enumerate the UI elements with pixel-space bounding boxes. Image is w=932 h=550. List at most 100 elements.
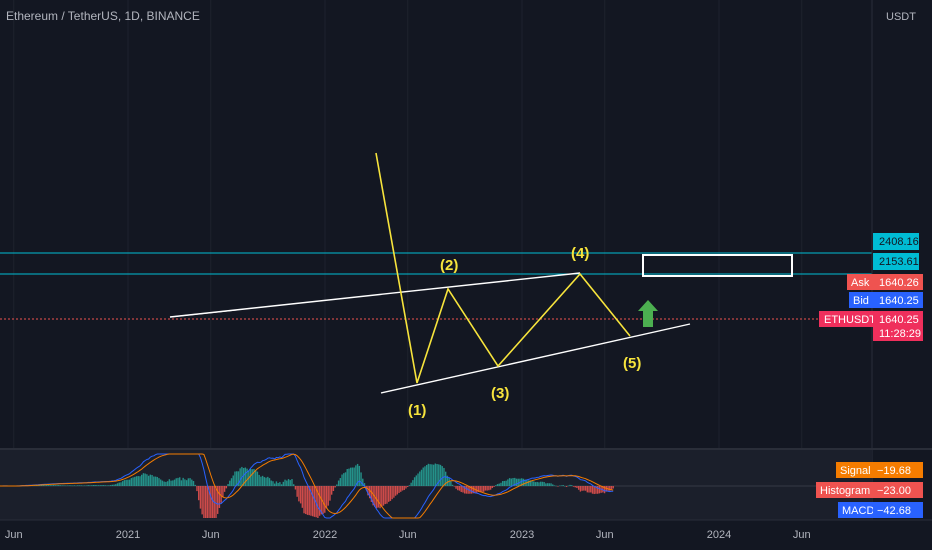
histogram-bar [44, 485, 46, 486]
histogram-bar [222, 486, 224, 497]
histogram-bar [505, 480, 507, 486]
histogram-bar [602, 486, 604, 493]
histogram-bar [384, 486, 386, 505]
histogram-bar [286, 480, 288, 486]
ask-value-bg [873, 274, 923, 290]
histogram-bar [419, 471, 421, 486]
histogram-bar [215, 486, 217, 518]
histogram-bar [294, 486, 297, 490]
time-tick-7: 2024 [707, 529, 731, 541]
histogram-bar [194, 484, 196, 486]
histogram-bar [165, 481, 167, 486]
bid-name-bg [849, 292, 873, 308]
histogram-bar [543, 482, 545, 486]
histogram-bar [258, 474, 260, 486]
histogram-bar [253, 468, 255, 486]
histogram-bar [410, 482, 412, 486]
histogram-bar [54, 485, 57, 486]
histogram-bar [111, 484, 114, 486]
histogram-bar [363, 483, 366, 486]
histogram-bar [337, 480, 340, 486]
histogram-bar [120, 482, 122, 486]
histogram-bar [273, 483, 276, 486]
histogram-bar [97, 485, 100, 486]
histogram-bar [344, 472, 347, 486]
histogram-bar [234, 471, 236, 486]
histogram-bar [175, 478, 177, 486]
histogram-bar [396, 486, 399, 495]
histogram-bar [241, 466, 243, 486]
histogram-bar [571, 485, 573, 486]
lower-trendline[interactable] [380, 323, 691, 394]
histogram-bar [514, 477, 516, 486]
macd-value-bg [873, 502, 923, 518]
histogram-value: −23.00 [877, 485, 911, 497]
histogram-bar [99, 485, 101, 486]
last-price-value: 1640.25 [879, 314, 919, 326]
symbol-name-bg [819, 311, 873, 327]
time-tick-3: 2022 [313, 529, 337, 541]
histogram-bar [346, 469, 348, 486]
level-tag-high-bg [873, 233, 919, 250]
histogram-bar [232, 475, 234, 486]
target-zone-box[interactable] [642, 254, 793, 277]
histogram-bar [108, 485, 110, 486]
histogram-bar [451, 484, 454, 486]
histogram-bar [598, 486, 601, 494]
bid-name: Bid [853, 295, 869, 307]
histogram-bar [444, 471, 447, 486]
histogram-bar [555, 485, 557, 487]
histogram-bar [362, 478, 364, 486]
histogram-bar [71, 485, 74, 487]
histogram-bar [46, 485, 48, 486]
histogram-bar [40, 485, 43, 486]
histogram-bar [553, 485, 556, 486]
histogram-bar [287, 479, 290, 486]
histogram-bar [498, 483, 500, 486]
histogram-bar [324, 486, 326, 513]
histogram-bar [370, 486, 373, 502]
histogram-bar [246, 468, 248, 486]
histogram-bar [510, 478, 513, 486]
histogram-bar [92, 485, 95, 486]
histogram-bar [142, 473, 145, 486]
histogram-bar [322, 486, 324, 514]
histogram-bar [109, 485, 112, 486]
histogram-bar [353, 467, 355, 486]
histogram-bar [87, 485, 89, 486]
histogram-bar [367, 486, 369, 496]
histogram-bar [182, 477, 184, 486]
histogram-bar [260, 476, 262, 486]
histogram-bar [541, 481, 544, 486]
histogram-bar [289, 480, 291, 486]
histogram-bar [482, 486, 485, 492]
histogram-bar [393, 486, 395, 498]
histogram-bar [476, 486, 478, 493]
histogram-bar [284, 479, 286, 486]
histogram-bar [382, 486, 385, 506]
histogram-bar [609, 486, 611, 491]
histogram-bar [420, 469, 423, 486]
histogram-bar [199, 486, 202, 509]
histogram-bar [115, 484, 117, 486]
histogram-bar [170, 480, 172, 486]
histogram-bar [261, 475, 264, 486]
histogram-bar [225, 486, 228, 489]
histogram-bar [569, 484, 571, 486]
histogram-bar [291, 479, 293, 486]
histogram-bar [80, 485, 82, 486]
histogram-bar [552, 484, 554, 486]
signal-line [0, 453, 614, 519]
histogram-bar [153, 476, 155, 486]
upper-trendline[interactable] [169, 272, 581, 318]
histogram-bar [489, 486, 492, 490]
histogram-bar [603, 486, 606, 494]
histogram-bar [590, 486, 592, 493]
histogram-bar [280, 484, 283, 486]
histogram-bar [163, 481, 165, 486]
grid-lines [13, 0, 803, 520]
histogram-bar [460, 486, 462, 492]
histogram-bar [572, 486, 575, 487]
elliott-wave-path[interactable] [375, 152, 631, 384]
